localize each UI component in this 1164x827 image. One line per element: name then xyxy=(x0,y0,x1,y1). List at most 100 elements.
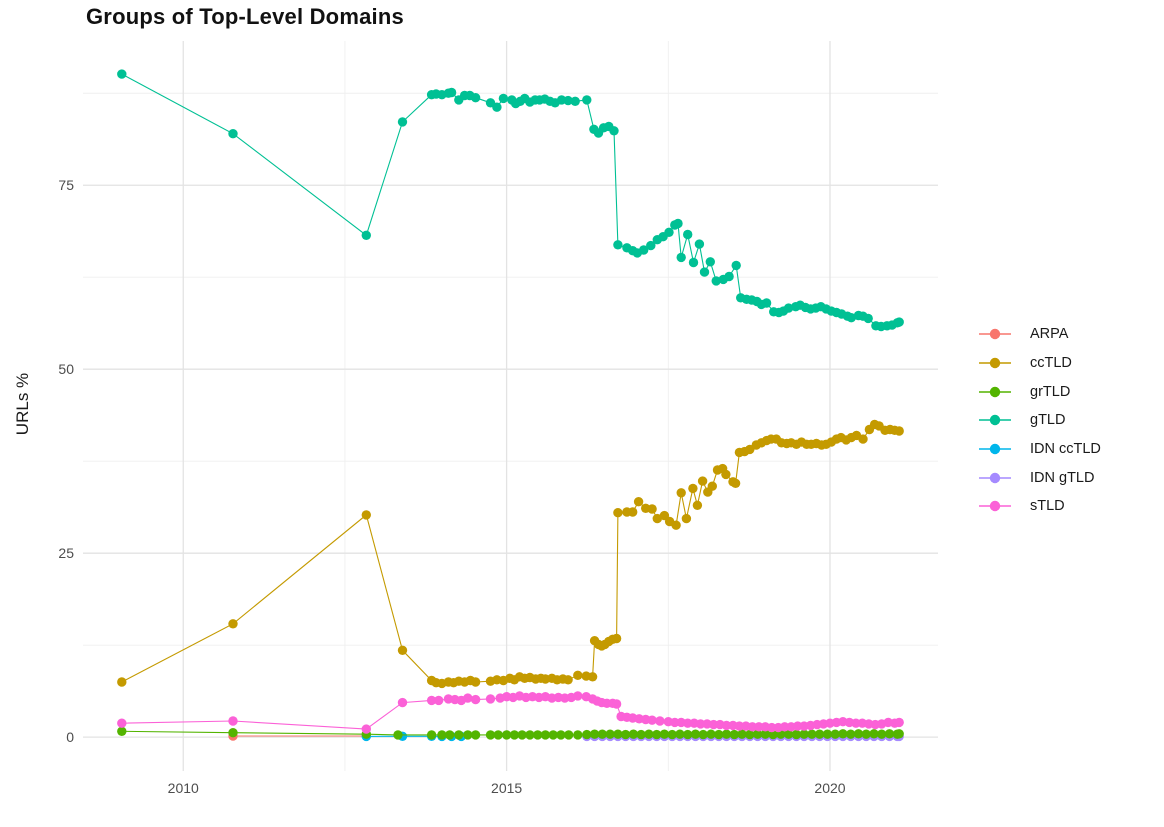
data-point xyxy=(426,695,437,706)
data-point xyxy=(620,729,631,740)
data-point xyxy=(652,729,662,740)
legend-label-idn-gtld: IDN gTLD xyxy=(1030,469,1095,486)
data-point xyxy=(752,729,763,739)
data-point xyxy=(397,117,408,127)
data-point xyxy=(587,672,598,682)
data-point xyxy=(609,126,619,136)
y-tick-label: 25 xyxy=(58,545,74,561)
y-tick-label: 50 xyxy=(58,361,74,377)
data-point xyxy=(675,729,685,739)
data-point xyxy=(861,729,871,739)
data-point xyxy=(683,729,693,740)
data-point xyxy=(697,476,708,486)
data-point xyxy=(639,245,649,255)
data-point xyxy=(470,694,481,705)
legend: ARPA ccTLD grTLD gTLD IDN ccTLD IDN gTLD sTLD xyxy=(978,320,1101,521)
data-point xyxy=(894,717,904,728)
data-point xyxy=(117,677,127,687)
data-point xyxy=(573,670,583,680)
legend-key-dot xyxy=(989,329,1001,340)
legend-key-dot xyxy=(989,415,1001,426)
data-point xyxy=(485,694,496,704)
data-point xyxy=(683,718,693,728)
data-point xyxy=(570,96,580,107)
data-point xyxy=(397,645,408,655)
data-point xyxy=(470,677,481,687)
legend-key-cctld-icon xyxy=(979,357,1011,369)
data-point xyxy=(863,313,873,324)
data-point xyxy=(894,317,904,327)
data-point xyxy=(445,730,455,740)
data-point xyxy=(734,721,745,731)
legend-label-cctld: ccTLD xyxy=(1030,355,1072,372)
data-point xyxy=(729,729,739,740)
data-point xyxy=(737,729,747,739)
data-point xyxy=(589,729,600,739)
data-point xyxy=(611,633,622,644)
x-tick-label: 2020 xyxy=(814,780,845,796)
legend-key-dot xyxy=(989,443,1001,455)
data-point xyxy=(673,218,683,229)
data-point xyxy=(556,730,566,740)
data-point xyxy=(731,260,741,271)
legend-item-gtld: gTLD xyxy=(978,406,1101,435)
legend-label-idn-cctld: IDN ccTLD xyxy=(1030,441,1101,458)
data-point xyxy=(699,267,710,277)
data-point xyxy=(397,697,408,708)
data-point xyxy=(426,730,437,740)
data-point xyxy=(647,715,657,725)
series-grtld xyxy=(117,726,904,740)
data-point xyxy=(745,729,755,740)
data-point xyxy=(724,271,734,282)
data-point xyxy=(492,102,502,112)
data-point xyxy=(628,729,639,739)
legend-item-idn-gtld: IDN gTLD xyxy=(978,463,1101,492)
data-point xyxy=(807,729,817,739)
data-point xyxy=(434,695,444,706)
data-point xyxy=(228,716,238,726)
legend-label-stld: sTLD xyxy=(1030,498,1065,515)
y-tick-label: 0 xyxy=(66,729,74,745)
data-point xyxy=(884,729,895,739)
data-point xyxy=(470,730,481,740)
series-cctld xyxy=(117,419,904,689)
data-point xyxy=(838,729,848,739)
data-point xyxy=(814,729,825,739)
x-tick-label: 2010 xyxy=(168,780,199,796)
series-gtld xyxy=(117,69,904,332)
legend-key-dot xyxy=(989,357,1001,369)
data-point xyxy=(694,239,705,249)
data-point xyxy=(681,513,692,524)
data-point xyxy=(690,729,701,739)
data-point xyxy=(664,227,674,237)
data-point xyxy=(525,730,535,740)
legend-label-gtld: gTLD xyxy=(1030,412,1066,429)
data-point xyxy=(361,230,371,240)
data-point xyxy=(644,729,654,739)
data-point xyxy=(493,730,503,740)
legend-key-dot xyxy=(989,472,1001,483)
data-point xyxy=(711,276,721,286)
legend-label-arpa: ARPA xyxy=(1030,326,1069,343)
data-point xyxy=(780,722,790,732)
data-point xyxy=(540,730,551,740)
data-point xyxy=(597,729,607,739)
legend-label-grtld: grTLD xyxy=(1030,383,1071,400)
data-point xyxy=(846,729,856,739)
data-point xyxy=(671,520,681,530)
data-point xyxy=(228,728,238,738)
data-point xyxy=(877,729,887,739)
data-point xyxy=(714,729,724,740)
data-point xyxy=(869,729,879,739)
data-point xyxy=(791,729,802,740)
x-tick-label: 2015 xyxy=(491,780,522,796)
data-point xyxy=(361,510,371,520)
legend-item-grtld: grTLD xyxy=(978,377,1101,406)
data-point xyxy=(667,729,677,740)
data-point xyxy=(768,729,778,740)
data-point xyxy=(117,726,127,736)
data-point xyxy=(830,729,840,739)
data-point xyxy=(485,730,496,740)
legend-key-dot xyxy=(989,501,1001,512)
data-point xyxy=(676,252,686,263)
